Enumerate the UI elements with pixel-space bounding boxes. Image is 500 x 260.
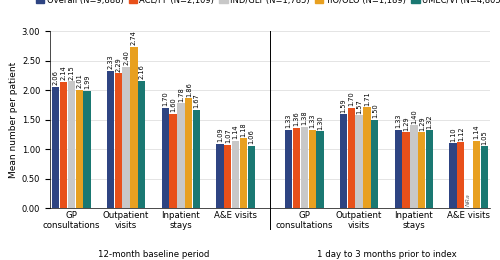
- Bar: [122, 67, 130, 208]
- Bar: [300, 127, 308, 208]
- Text: 1.59: 1.59: [340, 98, 346, 113]
- Bar: [364, 107, 370, 208]
- Bar: [130, 47, 138, 208]
- Bar: [356, 115, 362, 208]
- Text: 1.07: 1.07: [225, 129, 231, 144]
- Bar: [473, 141, 480, 208]
- Bar: [394, 130, 402, 208]
- Text: 1.99: 1.99: [84, 75, 90, 89]
- Text: 1.06: 1.06: [248, 129, 254, 144]
- Text: 1.57: 1.57: [356, 99, 362, 114]
- Text: 1.70: 1.70: [162, 92, 168, 106]
- Bar: [418, 132, 426, 208]
- Text: 2.01: 2.01: [76, 73, 82, 88]
- Text: 2.14: 2.14: [60, 66, 66, 80]
- Text: 1.18: 1.18: [240, 122, 246, 137]
- Text: 1.05: 1.05: [482, 130, 488, 145]
- Bar: [426, 130, 434, 208]
- Bar: [285, 130, 292, 208]
- Text: 2.74: 2.74: [131, 30, 137, 45]
- Text: NRa: NRa: [466, 193, 471, 206]
- Text: 1.14: 1.14: [232, 125, 238, 139]
- Text: 2.29: 2.29: [115, 57, 121, 72]
- Text: 2.06: 2.06: [52, 70, 59, 85]
- Bar: [84, 91, 90, 208]
- Bar: [348, 108, 355, 208]
- Bar: [216, 144, 224, 208]
- Text: 1.32: 1.32: [426, 114, 432, 129]
- Bar: [308, 130, 316, 208]
- Bar: [68, 81, 75, 208]
- Text: 12-month baseline period: 12-month baseline period: [98, 250, 209, 259]
- Bar: [193, 109, 200, 208]
- Bar: [410, 126, 418, 208]
- Bar: [178, 103, 184, 208]
- Text: 2.33: 2.33: [108, 55, 114, 69]
- Text: 1.33: 1.33: [395, 114, 401, 128]
- Y-axis label: Mean number per patient: Mean number per patient: [8, 61, 18, 178]
- Bar: [76, 89, 83, 208]
- Bar: [450, 143, 456, 208]
- Text: 1.33: 1.33: [309, 114, 315, 128]
- Text: 2.40: 2.40: [123, 50, 129, 65]
- Text: 1.40: 1.40: [411, 109, 417, 124]
- Bar: [248, 146, 255, 208]
- Text: 1 day to 3 months prior to index: 1 day to 3 months prior to index: [316, 250, 456, 259]
- Bar: [402, 132, 409, 208]
- Bar: [316, 131, 324, 208]
- Bar: [138, 81, 145, 208]
- Bar: [224, 145, 232, 208]
- Text: 1.10: 1.10: [450, 127, 456, 142]
- Bar: [371, 120, 378, 208]
- Bar: [481, 146, 488, 208]
- Bar: [114, 73, 122, 208]
- Text: 1.86: 1.86: [186, 82, 192, 97]
- Text: 2.16: 2.16: [139, 64, 145, 79]
- Text: 1.29: 1.29: [419, 116, 425, 131]
- Bar: [60, 82, 67, 208]
- Text: 1.78: 1.78: [178, 87, 184, 102]
- Bar: [293, 128, 300, 208]
- Text: 1.33: 1.33: [286, 114, 292, 128]
- Text: 2.15: 2.15: [68, 65, 74, 80]
- Bar: [240, 139, 247, 208]
- Text: 1.71: 1.71: [364, 91, 370, 106]
- Bar: [185, 98, 192, 208]
- Legend: Overall (N=9,888), ACL/FF (N=2,109), IND/GLY (N=1,785), TIO/OLO (N=1,189), UMEC/: Overall (N=9,888), ACL/FF (N=2,109), IND…: [36, 0, 500, 5]
- Bar: [340, 114, 347, 208]
- Text: 1.30: 1.30: [317, 115, 323, 130]
- Bar: [52, 87, 59, 208]
- Text: 1.12: 1.12: [458, 126, 464, 140]
- Bar: [232, 141, 239, 208]
- Bar: [170, 114, 176, 208]
- Bar: [162, 108, 169, 208]
- Text: 1.50: 1.50: [372, 103, 378, 118]
- Text: 1.60: 1.60: [170, 98, 176, 112]
- Text: 1.67: 1.67: [194, 93, 200, 108]
- Text: 1.36: 1.36: [294, 112, 300, 126]
- Bar: [457, 142, 464, 208]
- Text: 1.38: 1.38: [302, 110, 308, 125]
- Text: 1.29: 1.29: [403, 116, 409, 131]
- Text: 1.70: 1.70: [348, 92, 354, 106]
- Bar: [106, 71, 114, 208]
- Text: 1.14: 1.14: [474, 125, 480, 139]
- Text: 1.09: 1.09: [217, 128, 223, 142]
